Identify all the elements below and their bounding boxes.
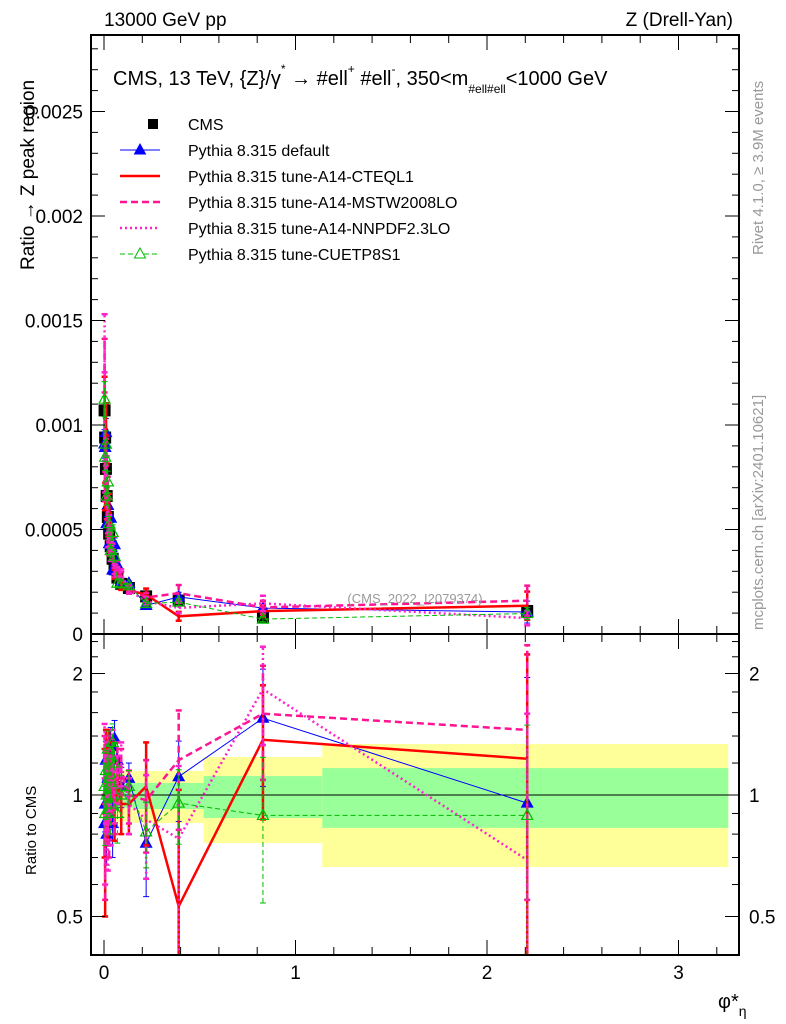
main-panel-marks bbox=[98, 312, 534, 627]
series-4-main-point bbox=[98, 391, 112, 404]
y-tick-label: 0.0025 bbox=[25, 103, 83, 124]
legend-triangle-marker bbox=[133, 246, 147, 259]
series-3-main-line bbox=[103, 343, 528, 620]
title-part: , 350<m bbox=[396, 68, 469, 90]
series-4-main-point bbox=[99, 436, 113, 449]
legend-entry: Pythia 8.315 tune-A14-NNPDF2.3LO bbox=[120, 221, 450, 238]
legend-entry: Pythia 8.315 tune-A14-MSTW2008LO bbox=[120, 195, 457, 212]
legend-label: Pythia 8.315 tune-A14-MSTW2008LO bbox=[188, 195, 457, 212]
series-4-main-point bbox=[102, 516, 116, 529]
legend: CMS Pythia 8.315 default Pythia 8.315 tune… bbox=[120, 117, 457, 264]
y-tick-label: 0.0005 bbox=[25, 521, 83, 542]
series-4-main-point bbox=[256, 611, 270, 624]
series-4-ratio-point bbox=[104, 796, 118, 809]
legend-label: Pythia 8.315 tune-A14-NNPDF2.3LO bbox=[188, 221, 450, 238]
series-4-ratio-point bbox=[256, 808, 270, 821]
series-4-main-point bbox=[114, 576, 128, 589]
series-4-ratio-point bbox=[99, 763, 113, 776]
series-4-main-point bbox=[98, 449, 112, 462]
series-4-ratio-point bbox=[520, 808, 534, 821]
mcplots-label: mcplots.cern.ch [arXiv:2401.10621] bbox=[750, 395, 767, 630]
series-4-main-point bbox=[110, 575, 124, 588]
x-tick-label: 1 bbox=[290, 963, 301, 984]
y-tick-label: 0.002 bbox=[35, 207, 83, 228]
legend-entry: Pythia 8.315 default bbox=[120, 142, 330, 160]
series-0-main-line bbox=[104, 432, 528, 613]
y-tick-label: 0.001 bbox=[35, 416, 83, 437]
legend-entry: CMS bbox=[148, 117, 224, 134]
series-4-main-point bbox=[106, 525, 120, 538]
series-4-main-point bbox=[122, 578, 136, 591]
ratio-y-axis-label: Ratio to CMS bbox=[23, 786, 40, 875]
series-4-main-line bbox=[104, 399, 528, 620]
title-part: #ell#ell bbox=[468, 82, 505, 96]
title-part: #ell bbox=[355, 68, 392, 90]
legend-label: CMS bbox=[188, 117, 224, 134]
series-4-main-point bbox=[139, 596, 153, 609]
title-part: → #ell bbox=[286, 68, 348, 90]
series-4-ratio-point bbox=[114, 787, 128, 800]
series-4-ratio-point bbox=[102, 771, 116, 783]
ratio-y-tick-label: 1 bbox=[72, 786, 83, 807]
header-right: Z (Drell-Yan) bbox=[626, 10, 733, 31]
title-part: - bbox=[392, 62, 396, 76]
series-2-main-line bbox=[103, 365, 528, 609]
legend-label: Pythia 8.315 default bbox=[188, 143, 330, 160]
ratio-y-tick-label: 0.5 bbox=[57, 908, 83, 929]
title-part: <1000 GeV bbox=[506, 68, 608, 90]
x-tick-label: 2 bbox=[482, 963, 493, 984]
series-4-ratio-point bbox=[110, 806, 124, 819]
rivet-label: Rivet 4.1.0, ≥ 3.9M events bbox=[750, 81, 767, 255]
y-tick-label: 0 bbox=[72, 625, 83, 646]
legend-label: Pythia 8.315 tune-A14-CTEQL1 bbox=[188, 169, 414, 186]
x-tick-label: 0 bbox=[99, 963, 110, 984]
ratio-y-tick-label-right: 2 bbox=[749, 665, 760, 686]
axes: 0 0.0005 0.001 0.0015 0.002 0.0025 0.5 0.5 1 1 2 2 0… bbox=[25, 35, 775, 984]
header-left: 13000 GeV pp bbox=[104, 10, 227, 31]
x-tick-label: 3 bbox=[673, 963, 684, 984]
title-part: + bbox=[348, 62, 355, 76]
ratio-y-tick-label: 2 bbox=[72, 665, 83, 686]
y-tick-label: 0.0015 bbox=[25, 312, 83, 333]
ratio-y-tick-label-right: 0.5 bbox=[749, 908, 775, 929]
title-part: CMS, 13 TeV, {Z}/γ bbox=[113, 68, 281, 90]
series-4-ratio-point bbox=[100, 787, 114, 800]
legend-cms-marker bbox=[148, 119, 158, 129]
series-4-main-point bbox=[520, 606, 534, 619]
cms-band-green bbox=[322, 768, 729, 828]
legend-triangle-marker bbox=[133, 142, 147, 155]
ratio-y-tick-label-right: 1 bbox=[749, 786, 760, 807]
series-4-main-point bbox=[104, 543, 118, 556]
series-4-ratio-point bbox=[122, 779, 136, 792]
series-4-ratio-point bbox=[106, 735, 120, 747]
analysis-annotation: (CMS_2022_I2079374) bbox=[347, 591, 482, 606]
series-4-main-point bbox=[172, 594, 186, 607]
series-4-ratio-point bbox=[172, 795, 186, 808]
plot-title: CMS, 13 TeV, {Z}/γ* → #ell+ #ell-, 350<m… bbox=[113, 62, 608, 96]
legend-entry: Pythia 8.315 tune-A14-CTEQL1 bbox=[120, 169, 414, 186]
series-4-main-point bbox=[101, 474, 115, 487]
title-part: * bbox=[281, 62, 286, 76]
series-4-ratio-point bbox=[108, 755, 122, 768]
series-4-ratio-point bbox=[98, 779, 112, 792]
x-axis-label: φ*η bbox=[718, 991, 747, 1019]
series-4-main-point bbox=[108, 549, 122, 561]
series-1-main-line bbox=[103, 410, 528, 618]
series-4-ratio-point bbox=[139, 824, 153, 837]
series-4-main-point bbox=[100, 488, 114, 501]
legend-label: Pythia 8.315 tune-CUETP8S1 bbox=[188, 247, 401, 264]
series-4-ratio-point bbox=[98, 806, 112, 819]
main-y-axis-label: Ratio → Z peak region bbox=[18, 80, 39, 270]
legend-entry: Pythia 8.315 tune-CUETP8S1 bbox=[120, 246, 401, 264]
cms-uncertainty-bands bbox=[103, 743, 729, 868]
ratio-panel-marks bbox=[98, 643, 534, 955]
series-4-ratio-point bbox=[101, 741, 115, 754]
